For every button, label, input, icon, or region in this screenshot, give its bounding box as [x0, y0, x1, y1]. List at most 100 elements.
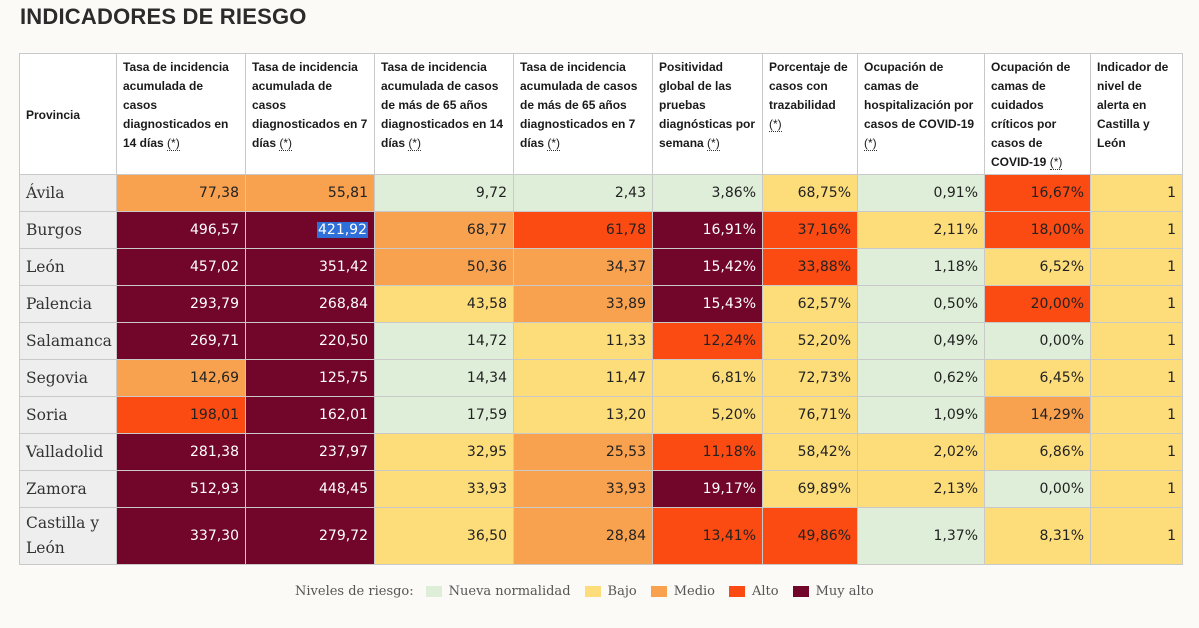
column-header-3: Tasa de incidencia acumulada de casos de…	[374, 53, 514, 175]
value-cell: 142,69	[116, 359, 246, 397]
value-cell: 2,02%	[857, 433, 985, 471]
value-cell: 68,77	[374, 211, 514, 249]
value-cell: 16,91%	[652, 211, 763, 249]
value-cell: 13,41%	[652, 507, 763, 565]
value-cell: 0,50%	[857, 285, 985, 323]
province-cell: Valladolid	[19, 433, 117, 471]
value-cell: 11,18%	[652, 433, 763, 471]
legend-item-label: Alto	[752, 584, 779, 599]
value-cell: 0,00%	[984, 470, 1091, 508]
value-cell: 55,81	[245, 174, 375, 212]
value-cell: 1	[1090, 433, 1183, 471]
info-asterisk-link[interactable]: (*)	[1049, 155, 1063, 170]
table-row: Castilla y León 337,30 279,72 36,50 28,84 13,…	[19, 507, 1183, 565]
info-asterisk-link[interactable]: (*)	[864, 136, 877, 151]
value-cell: 72,73%	[762, 359, 858, 397]
value-cell: 1	[1090, 396, 1183, 434]
column-header-2: Tasa de incidencia acumulada de casos di…	[245, 53, 375, 175]
legend-item-label: Medio	[673, 584, 715, 599]
value-cell: 15,42%	[652, 248, 763, 286]
value-cell: 6,86%	[984, 433, 1091, 471]
value-cell: 50,36	[374, 248, 514, 286]
value-cell: 512,93	[116, 470, 246, 508]
column-header-label: Indicador de nivel de alerta en Castilla…	[1097, 60, 1169, 150]
value-cell: 13,20	[513, 396, 653, 434]
value-cell: 33,93	[513, 470, 653, 508]
value-cell: 1	[1090, 248, 1183, 286]
info-asterisk-link[interactable]: (*)	[408, 136, 422, 151]
value-cell: 1	[1090, 322, 1183, 360]
value-cell: 351,42	[245, 248, 375, 286]
value-cell: 6,52%	[984, 248, 1091, 286]
column-header-6: Porcentaje de casos con trazabilidad (*)	[762, 53, 858, 175]
value-cell: 0,91%	[857, 174, 985, 212]
province-cell: Palencia	[19, 285, 117, 323]
province-cell: Zamora	[19, 470, 117, 508]
column-header-label: Ocupación de camas de hospitalización po…	[864, 60, 975, 131]
value-cell: 6,81%	[652, 359, 763, 397]
legend-item: Nueva normalidad	[425, 584, 571, 599]
info-asterisk-link[interactable]: (*)	[279, 136, 293, 151]
info-asterisk-link[interactable]: (*)	[167, 136, 180, 151]
value-cell: 1	[1090, 507, 1183, 565]
column-header-label: Porcentaje de casos con trazabilidad	[769, 60, 848, 112]
legend-item: Medio	[650, 584, 715, 599]
info-asterisk-link[interactable]: (*)	[769, 117, 782, 132]
legend-item: Bajo	[584, 584, 637, 599]
page-title: INDICADORES DE RIESGO	[20, 4, 307, 29]
value-cell: 1,37%	[857, 507, 985, 565]
value-cell: 43,58	[374, 285, 514, 323]
legend-item: Alto	[729, 584, 779, 599]
value-cell: 125,75	[245, 359, 375, 397]
value-cell: 1,09%	[857, 396, 985, 434]
risk-legend: Niveles de riesgo: Nueva normalidad Bajo M…	[295, 584, 888, 599]
value-cell: 1,18%	[857, 248, 985, 286]
value-cell: 1	[1090, 285, 1183, 323]
value-cell: 11,33	[513, 322, 653, 360]
value-cell: 62,57%	[762, 285, 858, 323]
risk-indicators-table: Provincia Tasa de incidencia acumulada de…	[19, 53, 1183, 565]
value-cell: 0,62%	[857, 359, 985, 397]
value-cell: 61,78	[513, 211, 653, 249]
value-cell: 448,45	[245, 470, 375, 508]
table-row: Ávila 77,38 55,81 9,72 2,43 3,86% 68,75% 0,91% 1…	[19, 174, 1183, 212]
info-asterisk-link[interactable]: (*)	[547, 136, 561, 151]
value-cell: 25,53	[513, 433, 653, 471]
legend-swatch	[584, 586, 601, 597]
table-row: León 457,02 351,42 50,36 34,37 15,42% 33,88% 1,…	[19, 248, 1183, 286]
value-cell: 2,43	[513, 174, 653, 212]
column-header-8: Ocupación de camas de cuidados críticos …	[984, 53, 1091, 175]
value-cell: 2,13%	[857, 470, 985, 508]
province-cell: Segovia	[19, 359, 117, 397]
value-cell: 68,75%	[762, 174, 858, 212]
province-cell: Burgos	[19, 211, 117, 249]
value-cell: 0,49%	[857, 322, 985, 360]
legend-item-label: Muy alto	[815, 584, 874, 599]
column-header-label: Positividad global de las pruebas diagnó…	[659, 60, 756, 150]
value-cell: 17,59	[374, 396, 514, 434]
value-cell: 18,00%	[984, 211, 1091, 249]
value-cell: 279,72	[245, 507, 375, 565]
column-header-1: Tasa de incidencia acumulada de casos di…	[116, 53, 246, 175]
legend-swatch	[792, 586, 809, 597]
value-cell: 6,45%	[984, 359, 1091, 397]
value-cell: 12,24%	[652, 322, 763, 360]
value-cell: 237,97	[245, 433, 375, 471]
value-cell: 34,37	[513, 248, 653, 286]
value-cell: 496,57	[116, 211, 246, 249]
province-cell: León	[19, 248, 117, 286]
table-row: Soria 198,01 162,01 17,59 13,20 5,20% 76,71% 1,…	[19, 396, 1183, 434]
value-cell: 337,30	[116, 507, 246, 565]
value-cell: 8,31%	[984, 507, 1091, 565]
legend-swatch	[729, 586, 745, 597]
province-cell: Ávila	[19, 174, 117, 212]
info-asterisk-link[interactable]: (*)	[707, 136, 720, 151]
value-cell: 15,43%	[652, 285, 763, 323]
table-row: Salamanca 269,71 220,50 14,72 11,33 12,24% 52,…	[19, 322, 1183, 360]
value-cell: 33,88%	[762, 248, 858, 286]
value-cell: 220,50	[245, 322, 375, 360]
value-cell: 49,86%	[762, 507, 858, 565]
value-cell: 16,67%	[984, 174, 1091, 212]
value-cell: 76,71%	[762, 396, 858, 434]
column-header-9: Indicador de nivel de alerta en Castilla…	[1090, 53, 1183, 175]
